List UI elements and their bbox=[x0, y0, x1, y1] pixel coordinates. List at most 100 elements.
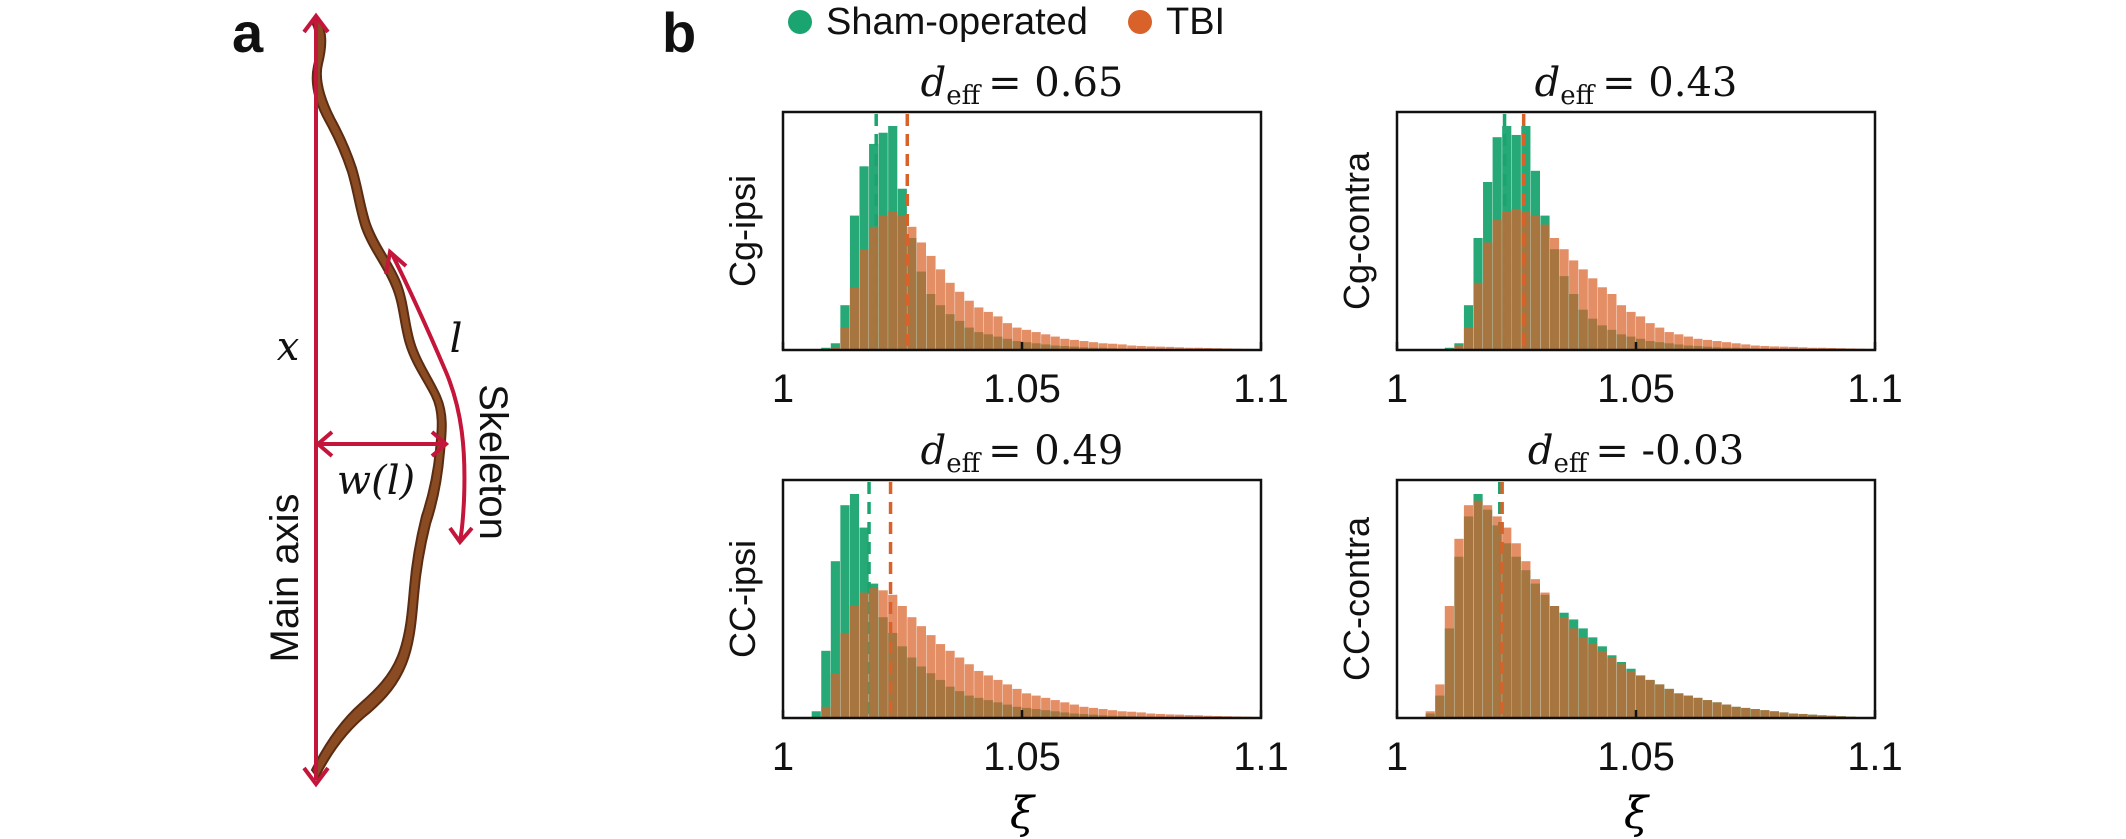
x-tick-label: 1.1 bbox=[1847, 735, 1903, 779]
bar-tbi bbox=[1779, 712, 1789, 718]
x-tick-label: 1.05 bbox=[1597, 735, 1675, 779]
bar-tbi bbox=[1174, 347, 1185, 350]
x-tick-label: 1 bbox=[1386, 735, 1408, 779]
bar-tbi bbox=[1578, 269, 1588, 350]
bar-tbi bbox=[897, 606, 907, 718]
bar-tbi bbox=[1607, 657, 1617, 718]
bar-tbi bbox=[1664, 688, 1674, 718]
bar-tbi bbox=[1050, 700, 1060, 718]
histogram-panel-1: 1 1.05 1.1 Cg-ipsi deff = 0.65 bbox=[722, 60, 1289, 411]
bar-tbi bbox=[1146, 713, 1156, 718]
bar-tbi bbox=[1693, 697, 1703, 718]
fiber-shape bbox=[310, 16, 447, 780]
skeleton-arc-head-bottom bbox=[448, 526, 474, 546]
bar-tbi bbox=[1079, 341, 1089, 350]
bar-tbi bbox=[1194, 715, 1204, 718]
title-value: = 0.65 bbox=[988, 60, 1123, 106]
bar-tbi bbox=[869, 588, 879, 718]
bar-tbi bbox=[955, 657, 965, 718]
bar-tbi bbox=[888, 594, 898, 718]
bar-tbi bbox=[1002, 323, 1013, 350]
histogram-panel-4: 1 1.05 1.1 CC-contra deff = -0.03 ξ bbox=[1336, 428, 1903, 839]
bar-tbi bbox=[1473, 500, 1483, 718]
bar-tbi bbox=[1702, 700, 1713, 718]
bar-tbi bbox=[1022, 329, 1032, 350]
subplot-title: deff = 0.65 bbox=[921, 60, 1124, 111]
bar-tbi bbox=[888, 211, 898, 350]
bar-tbi bbox=[849, 287, 860, 350]
bar-tbi bbox=[1569, 628, 1579, 718]
skeleton-arc-head-top bbox=[384, 248, 408, 275]
bar-tbi bbox=[1136, 712, 1146, 718]
bar-tbi bbox=[1136, 345, 1146, 350]
bar-sham bbox=[830, 343, 840, 350]
bar-tbi bbox=[1012, 327, 1022, 350]
bar-tbi bbox=[1597, 287, 1607, 350]
width-arrow-head-left bbox=[314, 430, 334, 458]
title-value: = 0.49 bbox=[988, 428, 1123, 474]
bar-tbi bbox=[1674, 693, 1684, 718]
label-main-axis: Main axis bbox=[263, 494, 307, 663]
bar-tbi bbox=[1760, 345, 1770, 350]
bar-sham bbox=[849, 215, 860, 350]
bar-tbi bbox=[974, 670, 984, 718]
y-axis-label: Cg-ipsi bbox=[722, 175, 763, 287]
bar-tbi bbox=[916, 242, 926, 350]
bar-tbi bbox=[1549, 238, 1560, 350]
bar-tbi bbox=[1569, 260, 1579, 350]
bar-sham bbox=[840, 505, 850, 718]
bar-tbi bbox=[1155, 346, 1165, 350]
bar-tbi bbox=[1616, 664, 1627, 718]
bar-tbi bbox=[849, 606, 860, 718]
bar-tbi bbox=[1817, 715, 1827, 718]
width-arrow-head-right bbox=[430, 430, 450, 458]
bar-tbi bbox=[878, 215, 888, 350]
bar-tbi bbox=[926, 255, 936, 350]
bar-tbi bbox=[1559, 249, 1569, 350]
bar-tbi bbox=[1060, 702, 1070, 718]
bar-tbi bbox=[1588, 644, 1598, 718]
histogram-panel-3: 1 1.05 1.1 CC-ipsi deff = 0.49 ξ bbox=[722, 428, 1289, 839]
y-axis-label: Cg-contra bbox=[1336, 151, 1377, 310]
bar-tbi bbox=[1674, 334, 1684, 350]
bar-tbi bbox=[1463, 327, 1474, 350]
histogram-panel-2: 1 1.05 1.1 Cg-contra deff = 0.43 bbox=[1336, 60, 1903, 411]
bar-tbi bbox=[907, 226, 917, 350]
bar-tbi bbox=[1645, 323, 1655, 350]
bar-tbi bbox=[1616, 305, 1627, 350]
bar-tbi bbox=[983, 311, 993, 350]
bar-tbi bbox=[945, 282, 955, 350]
bar-tbi bbox=[840, 632, 850, 718]
x-tick-label: 1.05 bbox=[983, 367, 1061, 411]
title-subscript: eff bbox=[946, 449, 982, 479]
bar-tbi bbox=[1607, 294, 1617, 350]
label-x: x bbox=[277, 324, 300, 370]
y-axis-label: CC-contra bbox=[1336, 516, 1377, 681]
bar-tbi bbox=[1750, 709, 1760, 718]
bar-tbi bbox=[1184, 715, 1194, 718]
bar-tbi bbox=[1088, 707, 1099, 718]
bar-tbi bbox=[1069, 704, 1079, 718]
bar-tbi bbox=[1022, 693, 1032, 718]
bar-tbi bbox=[1483, 242, 1493, 350]
main-axis-arrow-bottom bbox=[302, 766, 330, 788]
panel-b-letter: b bbox=[662, 1, 696, 64]
bar-tbi bbox=[1127, 345, 1137, 350]
x-tick-label: 1.05 bbox=[983, 735, 1061, 779]
bar-tbi bbox=[840, 327, 850, 350]
x-tick-label: 1.1 bbox=[1847, 367, 1903, 411]
bar-tbi bbox=[1012, 688, 1022, 718]
bar-tbi bbox=[1693, 338, 1703, 350]
x-axis-label: ξ bbox=[1010, 788, 1037, 839]
panel-a: x l w(l) Skeleton Main axis bbox=[263, 12, 515, 788]
bar-tbi bbox=[1769, 346, 1779, 350]
bar-tbi bbox=[1540, 592, 1550, 718]
bar-tbi bbox=[1050, 336, 1060, 350]
bar-tbi bbox=[1626, 670, 1636, 718]
title-symbol: d bbox=[1528, 428, 1554, 474]
bar-tbi bbox=[1626, 311, 1636, 350]
subplot-title: deff = 0.43 bbox=[1535, 60, 1738, 111]
bar-tbi bbox=[1636, 316, 1646, 350]
